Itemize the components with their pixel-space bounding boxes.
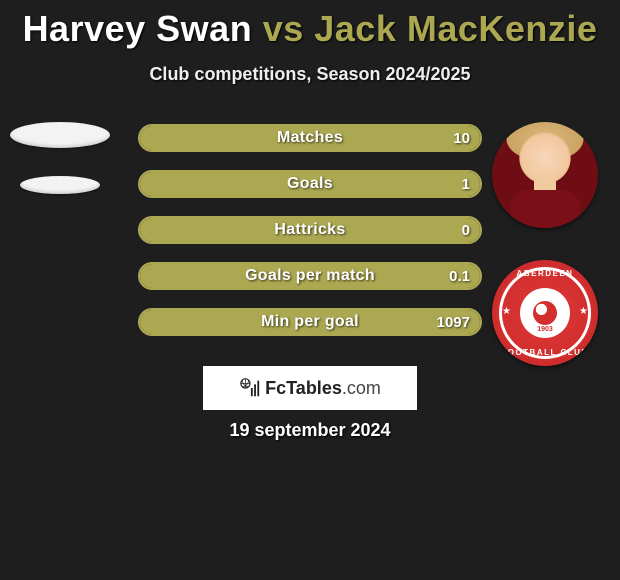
stat-value-right: 1097	[437, 310, 470, 334]
stat-bar: Hattricks 0	[138, 216, 482, 244]
fctables-logo-icon	[239, 377, 261, 399]
crest-bottom-text: FOOTBALL CLUB	[501, 348, 588, 357]
stat-label: Min per goal	[140, 310, 480, 334]
club-crest: ABERDEEN 1903 FOOTBALL CLUB ★ ★	[492, 260, 598, 366]
stat-value-right: 0.1	[449, 264, 470, 288]
stat-label: Matches	[140, 126, 480, 150]
stat-bar: Matches 10	[138, 124, 482, 152]
stat-bar: Min per goal 1097	[138, 308, 482, 336]
star-icon: ★	[502, 306, 511, 317]
left-placeholder-column	[10, 122, 120, 222]
subtitle: Club competitions, Season 2024/2025	[0, 64, 620, 85]
stat-value-right: 10	[453, 126, 470, 150]
headshot-neck-shape	[534, 178, 556, 200]
stat-value-right: 0	[462, 218, 470, 242]
placeholder-oval	[10, 122, 110, 148]
stat-bar: Goals 1	[138, 170, 482, 198]
brand-badge: FcTables.com	[203, 366, 417, 410]
crest-inner-circle: 1903	[520, 288, 570, 338]
stats-bar-group: Matches 10 Goals 1 Hattricks 0 Goals per…	[138, 124, 482, 354]
page-title: Harvey Swan vs Jack MacKenzie	[0, 0, 620, 50]
crest-top-text: ABERDEEN	[517, 269, 574, 278]
star-icon: ★	[579, 306, 588, 317]
date-label: 19 september 2024	[0, 420, 620, 441]
stat-label: Hattricks	[140, 218, 480, 242]
brand-name: FcTables	[265, 378, 342, 398]
stat-value-right: 1	[462, 172, 470, 196]
football-icon	[533, 301, 557, 325]
crest-year: 1903	[537, 326, 553, 333]
comparison-card: Harvey Swan vs Jack MacKenzie Club compe…	[0, 0, 620, 580]
stat-label: Goals per match	[140, 264, 480, 288]
vs-label: vs	[263, 8, 304, 49]
brand-text: FcTables.com	[265, 378, 381, 399]
brand-tld: .com	[342, 378, 381, 398]
player2-name: Jack MacKenzie	[314, 8, 597, 49]
stat-label: Goals	[140, 172, 480, 196]
placeholder-oval	[20, 176, 100, 194]
right-image-column: ABERDEEN 1903 FOOTBALL CLUB ★ ★	[492, 122, 602, 398]
stat-bar: Goals per match 0.1	[138, 262, 482, 290]
player1-name: Harvey Swan	[23, 8, 253, 49]
player-headshot	[492, 122, 598, 228]
